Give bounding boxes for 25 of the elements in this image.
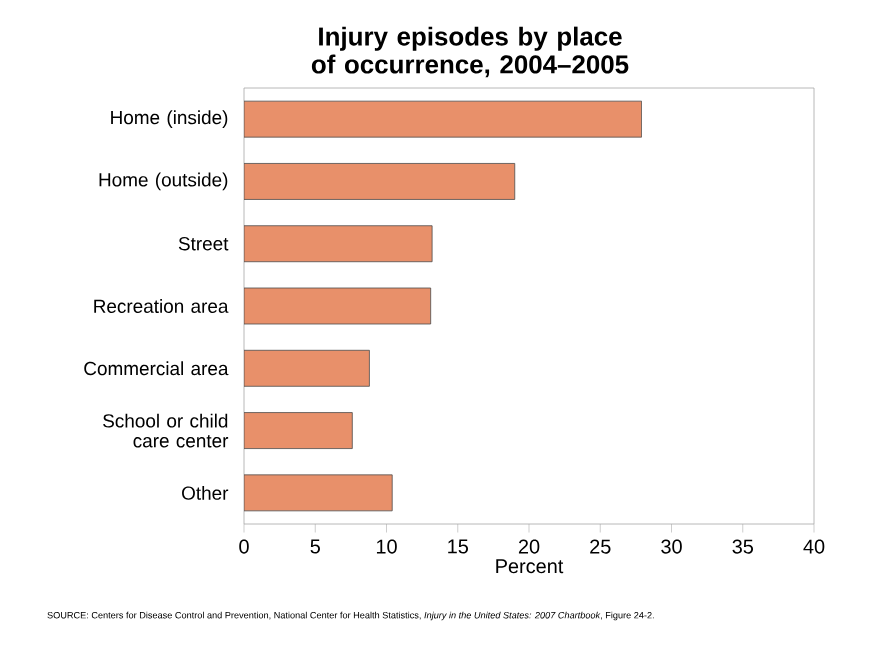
x-tick-label: 30 — [661, 539, 682, 554]
y-tick-label: Recreation area — [94, 299, 229, 313]
bar — [244, 349, 370, 387]
x-tick-label: 40 — [803, 539, 825, 554]
chart-title: Injury episodes by place of occurrence, 2004–2005 — [311, 26, 629, 78]
x-tick-label: 5 — [310, 539, 320, 554]
x-tick-label: 15 — [448, 539, 469, 554]
bar — [244, 225, 433, 263]
bar — [244, 287, 432, 325]
y-tick-label: Home (inside) — [111, 110, 228, 128]
y-tick-label: School or child care center — [103, 413, 229, 448]
x-tick-label: 25 — [590, 539, 611, 554]
x-tick-label: 35 — [732, 539, 754, 554]
bar — [244, 474, 393, 512]
bar — [244, 163, 516, 200]
y-tick-label: Commercial area — [84, 361, 229, 376]
x-axis-title: Percent — [496, 559, 564, 574]
bar — [244, 412, 353, 449]
x-tick-label: 0 — [239, 539, 249, 554]
x-tick-label: 20 — [518, 539, 540, 554]
y-tick-label: Home (outside) — [99, 172, 228, 191]
y-tick-label: Other — [182, 485, 229, 500]
x-tick-label: 10 — [376, 539, 397, 554]
y-tick-label: Street — [178, 237, 229, 251]
bar — [244, 100, 642, 138]
